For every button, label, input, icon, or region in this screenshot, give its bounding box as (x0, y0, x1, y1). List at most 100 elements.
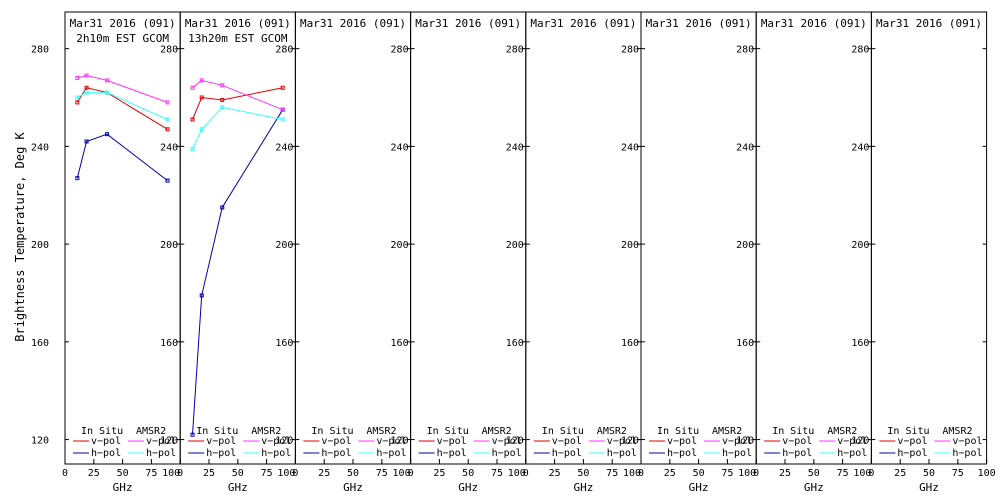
y-tick-label: 280 (31, 45, 49, 56)
y-tick-label: 240 (275, 142, 293, 153)
y-tick-label: 120 (506, 436, 524, 447)
data-point-amsr2_v (190, 85, 195, 90)
series-line-insitu_v (192, 87, 283, 120)
legend-label-insitu_v: v−pol (897, 436, 927, 447)
data-point-insitu_h (190, 432, 195, 437)
legend-label-amsr2_v: v−pol (492, 436, 522, 447)
x-tick-label: 100 (978, 468, 996, 479)
x-axis-label: GHz (919, 481, 939, 494)
x-tick-label: 25 (549, 468, 561, 479)
series-line-insitu_v (76, 87, 168, 130)
series-line-amsr2_v (77, 74, 168, 103)
panel-frame (410, 11, 527, 465)
data-point-amsr2_v (220, 83, 225, 88)
panel-frame (640, 11, 757, 465)
x-tick-label: 0 (753, 468, 759, 479)
panel-title: Mar31 2016 (091) (300, 17, 406, 30)
data-point-amsr2_v (280, 107, 285, 112)
series-line-amsr2_v (192, 79, 283, 111)
legend-label-insitu_h: h−pol (897, 448, 927, 459)
y-tick-label: 200 (506, 240, 524, 251)
y-tick-label: 240 (31, 142, 49, 153)
legend-in-situ-header: In Situ (887, 426, 929, 437)
figure-y-axis-label: Brightness Temperature, Deg K (13, 131, 27, 341)
x-tick-label: 25 (433, 468, 445, 479)
x-axis-label: GHz (228, 481, 248, 494)
legend-label-amsr2_h: h−pol (146, 448, 176, 459)
x-tick-label: 25 (88, 468, 100, 479)
x-axis-label: GHz (573, 481, 593, 494)
y-tick-label: 200 (736, 240, 754, 251)
series-line-amsr2_h (77, 92, 168, 120)
y-tick-label: 280 (160, 45, 178, 56)
legend-amsr2-header: AMSR2 (482, 426, 512, 437)
legend-label-insitu_h: h−pol (206, 448, 236, 459)
legend-label-insitu_v: v−pol (667, 436, 697, 447)
panel-frame (64, 11, 181, 465)
legend-label-amsr2_v: v−pol (261, 436, 291, 447)
y-tick-label: 120 (31, 436, 49, 447)
x-tick-label: 100 (853, 468, 871, 479)
y-tick-label: 240 (506, 142, 524, 153)
chart-panel-1: Mar31 2016 (091) 2h10m EST GCOM 120 160 200 2… (31, 11, 181, 494)
legend-label-amsr2_v: v−pol (722, 436, 752, 447)
legend-label-insitu_h: h−pol (91, 448, 121, 459)
x-tick-label: 100 (162, 468, 180, 479)
y-tick-label: 280 (621, 45, 639, 56)
x-tick-label: 50 (577, 468, 589, 479)
panel-title: Mar31 2016 (091) (876, 17, 982, 30)
legend-label-insitu_h: h−pol (782, 448, 812, 459)
data-point-insitu_h (199, 293, 204, 298)
legend-amsr2-header: AMSR2 (136, 426, 166, 437)
x-tick-label: 75 (952, 468, 964, 479)
legend-label-amsr2_h: h−pol (376, 448, 406, 459)
legend-label-amsr2_h: h−pol (837, 448, 867, 459)
x-tick-label: 0 (868, 468, 874, 479)
data-point-amsr2_h (220, 105, 225, 110)
y-tick-label: 120 (160, 436, 178, 447)
legend-label-insitu_h: h−pol (667, 448, 697, 459)
y-tick-label: 200 (160, 240, 178, 251)
series-line-amsr2_h (192, 106, 283, 150)
y-tick-label: 200 (31, 240, 49, 251)
x-tick-label: 0 (638, 468, 644, 479)
x-tick-label: 100 (393, 468, 411, 479)
chart-panel-7: Mar31 2016 (091) 120 160 200 240 280 0 25 50 75 10… (736, 11, 872, 494)
x-tick-label: 100 (623, 468, 641, 479)
x-tick-label: 75 (376, 468, 388, 479)
y-tick-label: 240 (736, 142, 754, 153)
y-tick-label: 240 (851, 142, 869, 153)
x-tick-label: 75 (606, 468, 618, 479)
data-point-insitu_v (190, 117, 195, 122)
data-point-insitu_v (75, 100, 80, 105)
panel-title: Mar31 2016 (091) (185, 17, 291, 30)
panel-title: Mar31 2016 (091) (646, 17, 752, 30)
x-axis-label: GHz (804, 481, 824, 494)
x-tick-label: 100 (508, 468, 526, 479)
legend-label-insitu_v: v−pol (782, 436, 812, 447)
chart-panel-6: Mar31 2016 (091) 120 160 200 240 280 0 25 50 75 10… (621, 11, 757, 494)
legend-label-insitu_v: v−pol (321, 436, 351, 447)
legend-label-amsr2_h: h−pol (952, 448, 982, 459)
legend-label-insitu_v: v−pol (91, 436, 121, 447)
x-tick-label: 75 (491, 468, 503, 479)
y-tick-label: 280 (275, 45, 293, 56)
legend-in-situ-header: In Situ (196, 426, 238, 437)
x-tick-label: 25 (203, 468, 215, 479)
y-tick-label: 120 (391, 436, 409, 447)
x-tick-label: 25 (779, 468, 791, 479)
y-tick-label: 280 (851, 45, 869, 56)
series-line-insitu_h (192, 109, 284, 435)
panel-frame (294, 11, 412, 465)
data-point-insitu_v (280, 85, 285, 90)
y-tick-label: 200 (851, 240, 869, 251)
data-point-insitu_h (75, 176, 80, 181)
legend-in-situ-header: In Situ (81, 426, 123, 437)
data-point-amsr2_v (199, 78, 204, 83)
legend-label-amsr2_h: h−pol (492, 448, 522, 459)
